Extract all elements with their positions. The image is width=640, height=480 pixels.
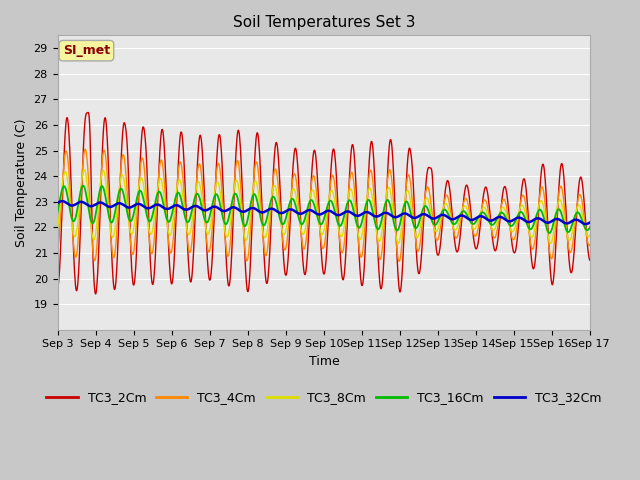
X-axis label: Time: Time <box>308 355 339 368</box>
Title: Soil Temperatures Set 3: Soil Temperatures Set 3 <box>233 15 415 30</box>
Text: SI_met: SI_met <box>63 44 110 57</box>
Legend: TC3_2Cm, TC3_4Cm, TC3_8Cm, TC3_16Cm, TC3_32Cm: TC3_2Cm, TC3_4Cm, TC3_8Cm, TC3_16Cm, TC3… <box>42 386 607 409</box>
Y-axis label: Soil Temperature (C): Soil Temperature (C) <box>15 118 28 247</box>
